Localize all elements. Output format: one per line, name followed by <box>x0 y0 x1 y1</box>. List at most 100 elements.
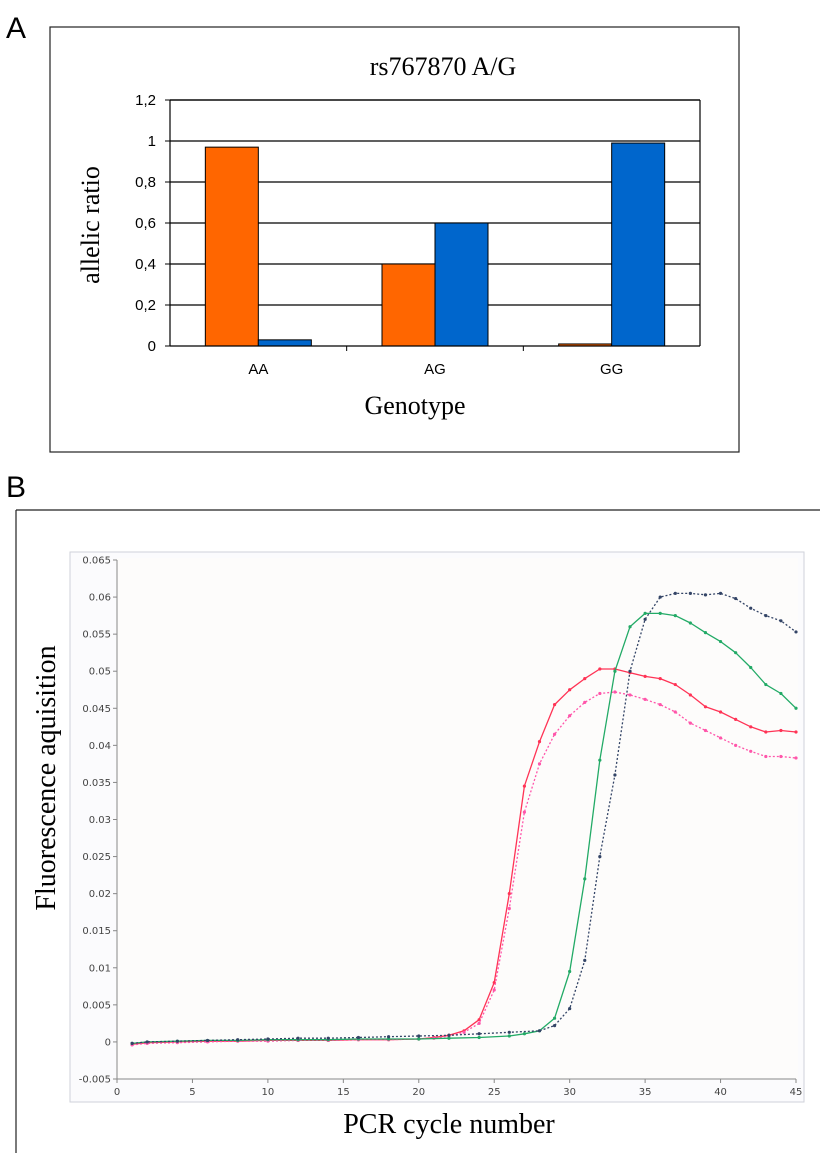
chart-b-data-point <box>643 697 647 701</box>
chart-b-y-tick-label: 0.04 <box>89 741 111 752</box>
chart-b-data-point <box>734 596 738 601</box>
chart-b-data-point <box>598 854 602 859</box>
chart-b-y-tick-label: 0 <box>105 1037 111 1048</box>
chart-b-y-tick-label: -0.005 <box>79 1075 111 1086</box>
chart-b-data-point <box>522 784 527 788</box>
chart-b-data-point <box>145 1040 149 1044</box>
chart-b-data-point <box>613 773 617 777</box>
chart-b-data-point <box>718 639 723 644</box>
chart-a-y-tick-label: 0,2 <box>135 297 156 314</box>
chart-b-data-point <box>552 1016 557 1020</box>
chart-b-x-tick-label: 20 <box>412 1087 425 1098</box>
fluorescence-line-chart: Fluorescence aquisition PCR cycle number… <box>31 551 805 1140</box>
chart-a-y-tick-label: 1,2 <box>135 92 156 109</box>
chart-b-data-point <box>613 669 617 673</box>
chart-b-data-point <box>749 725 753 729</box>
chart-b-data-point <box>568 688 572 692</box>
chart-b-data-point <box>794 706 798 710</box>
panel-b-letter: B <box>6 471 26 504</box>
chart-b-data-point <box>718 710 723 714</box>
chart-b-y-tick-label: 0.02 <box>89 889 111 900</box>
chart-b-data-point <box>628 625 632 629</box>
chart-b-data-point <box>522 810 527 814</box>
chart-b-y-tick-label: 0.025 <box>82 852 111 863</box>
chart-b-y-axis-label: Fluorescence aquisition <box>31 645 62 910</box>
chart-b-data-point <box>673 614 677 618</box>
chart-b-y-tick-label: 0.035 <box>82 778 111 789</box>
chart-b-data-point <box>522 1032 527 1036</box>
chart-b-data-point <box>703 631 708 635</box>
chart-b-y-tick-label: 0.065 <box>82 556 111 567</box>
chart-b-data-point <box>613 690 617 694</box>
chart-b-data-point <box>779 691 783 696</box>
chart-b-data-point <box>749 665 753 670</box>
chart-b-x-axis-label: PCR cycle number <box>343 1109 555 1140</box>
chart-b-data-point <box>507 1034 511 1038</box>
chart-b-data-point <box>387 1035 391 1039</box>
chart-b-axes <box>113 559 797 1083</box>
chart-b-data-point <box>794 756 798 760</box>
chart-b-data-point <box>779 754 783 759</box>
chart-a-title: rs767870 A/G <box>370 52 517 81</box>
chart-b-data-point <box>417 1037 421 1041</box>
chart-b-data-point <box>673 591 677 595</box>
chart-a-x-tick-label: AG <box>424 361 446 378</box>
allelic-ratio-bar-chart: rs767870 A/G allelic ratio Genotype 0 0,2… <box>76 52 701 420</box>
chart-b-data-point <box>568 714 572 718</box>
chart-b-data-point <box>537 1029 542 1033</box>
panel-a-letter: A <box>6 12 26 45</box>
chart-b-data-point <box>734 743 738 747</box>
chart-b-data-point <box>688 621 692 625</box>
chart-b-x-tick-label: 10 <box>262 1087 275 1098</box>
chart-b-x-tick-label: 35 <box>639 1087 652 1098</box>
chart-a-bar <box>381 263 436 347</box>
chart-b-series-line <box>132 592 797 1045</box>
chart-b-x-tick-label: 30 <box>563 1087 576 1098</box>
chart-b-data-point <box>507 892 511 896</box>
chart-b-data-point <box>703 593 708 597</box>
chart-b-data-point <box>718 736 723 740</box>
chart-b-data-point <box>568 969 572 974</box>
chart-b-y-tick-label: 0.005 <box>82 1000 111 1011</box>
chart-b-data-point <box>130 1041 134 1046</box>
chart-b-data-point <box>552 702 557 707</box>
chart-a-y-axis-label: allelic ratio <box>76 166 105 284</box>
chart-b-data-point <box>447 1036 451 1040</box>
chart-b-data-point <box>688 693 692 697</box>
chart-b-data-point <box>703 728 708 733</box>
chart-b-data-point <box>552 732 557 736</box>
chart-b-y-tick-label: 0.055 <box>82 630 111 641</box>
chart-b-y-tick-label: 0.03 <box>89 815 111 826</box>
chart-b-data-point <box>749 749 753 753</box>
chart-b-data-point <box>673 710 677 714</box>
chart-b-data-point <box>568 1006 572 1011</box>
chart-a-y-tick-label: 0,4 <box>135 256 156 273</box>
chart-b-x-tick-label: 25 <box>488 1087 501 1098</box>
chart-b-data-point <box>779 728 783 733</box>
chart-a-tick-labels: 0 0,2 0,4 0,6 0,8 1 1,2 AA AG GG <box>135 92 623 378</box>
chart-b-x-tick-label: 0 <box>114 1087 120 1098</box>
chart-b-data-point <box>628 669 632 673</box>
chart-b-data-point <box>598 691 602 696</box>
chart-b-x-tick-label: 45 <box>790 1087 803 1098</box>
chart-b-data-point <box>387 1037 391 1041</box>
chart-b-data-point <box>779 619 783 623</box>
chart-b-data-point <box>643 611 647 615</box>
chart-a-x-axis-label: Genotype <box>364 391 465 420</box>
chart-a-axes <box>165 99 701 351</box>
chart-b-data-point <box>477 1032 481 1036</box>
chart-b-data-point <box>552 1024 557 1028</box>
chart-b-x-tick-label: 15 <box>337 1087 350 1098</box>
chart-b-data-point <box>643 674 647 679</box>
chart-b-data-point <box>583 677 587 681</box>
chart-a-y-tick-label: 0 <box>148 338 156 355</box>
chart-b-data-point <box>734 651 738 655</box>
chart-b-data-point <box>718 591 723 595</box>
chart-b-series <box>130 591 798 1047</box>
chart-b-data-point <box>477 1021 481 1025</box>
chart-a-bar <box>611 142 666 347</box>
chart-b-data-point <box>175 1039 179 1043</box>
chart-b-data-point <box>764 754 768 759</box>
chart-b-data-point <box>326 1036 330 1040</box>
